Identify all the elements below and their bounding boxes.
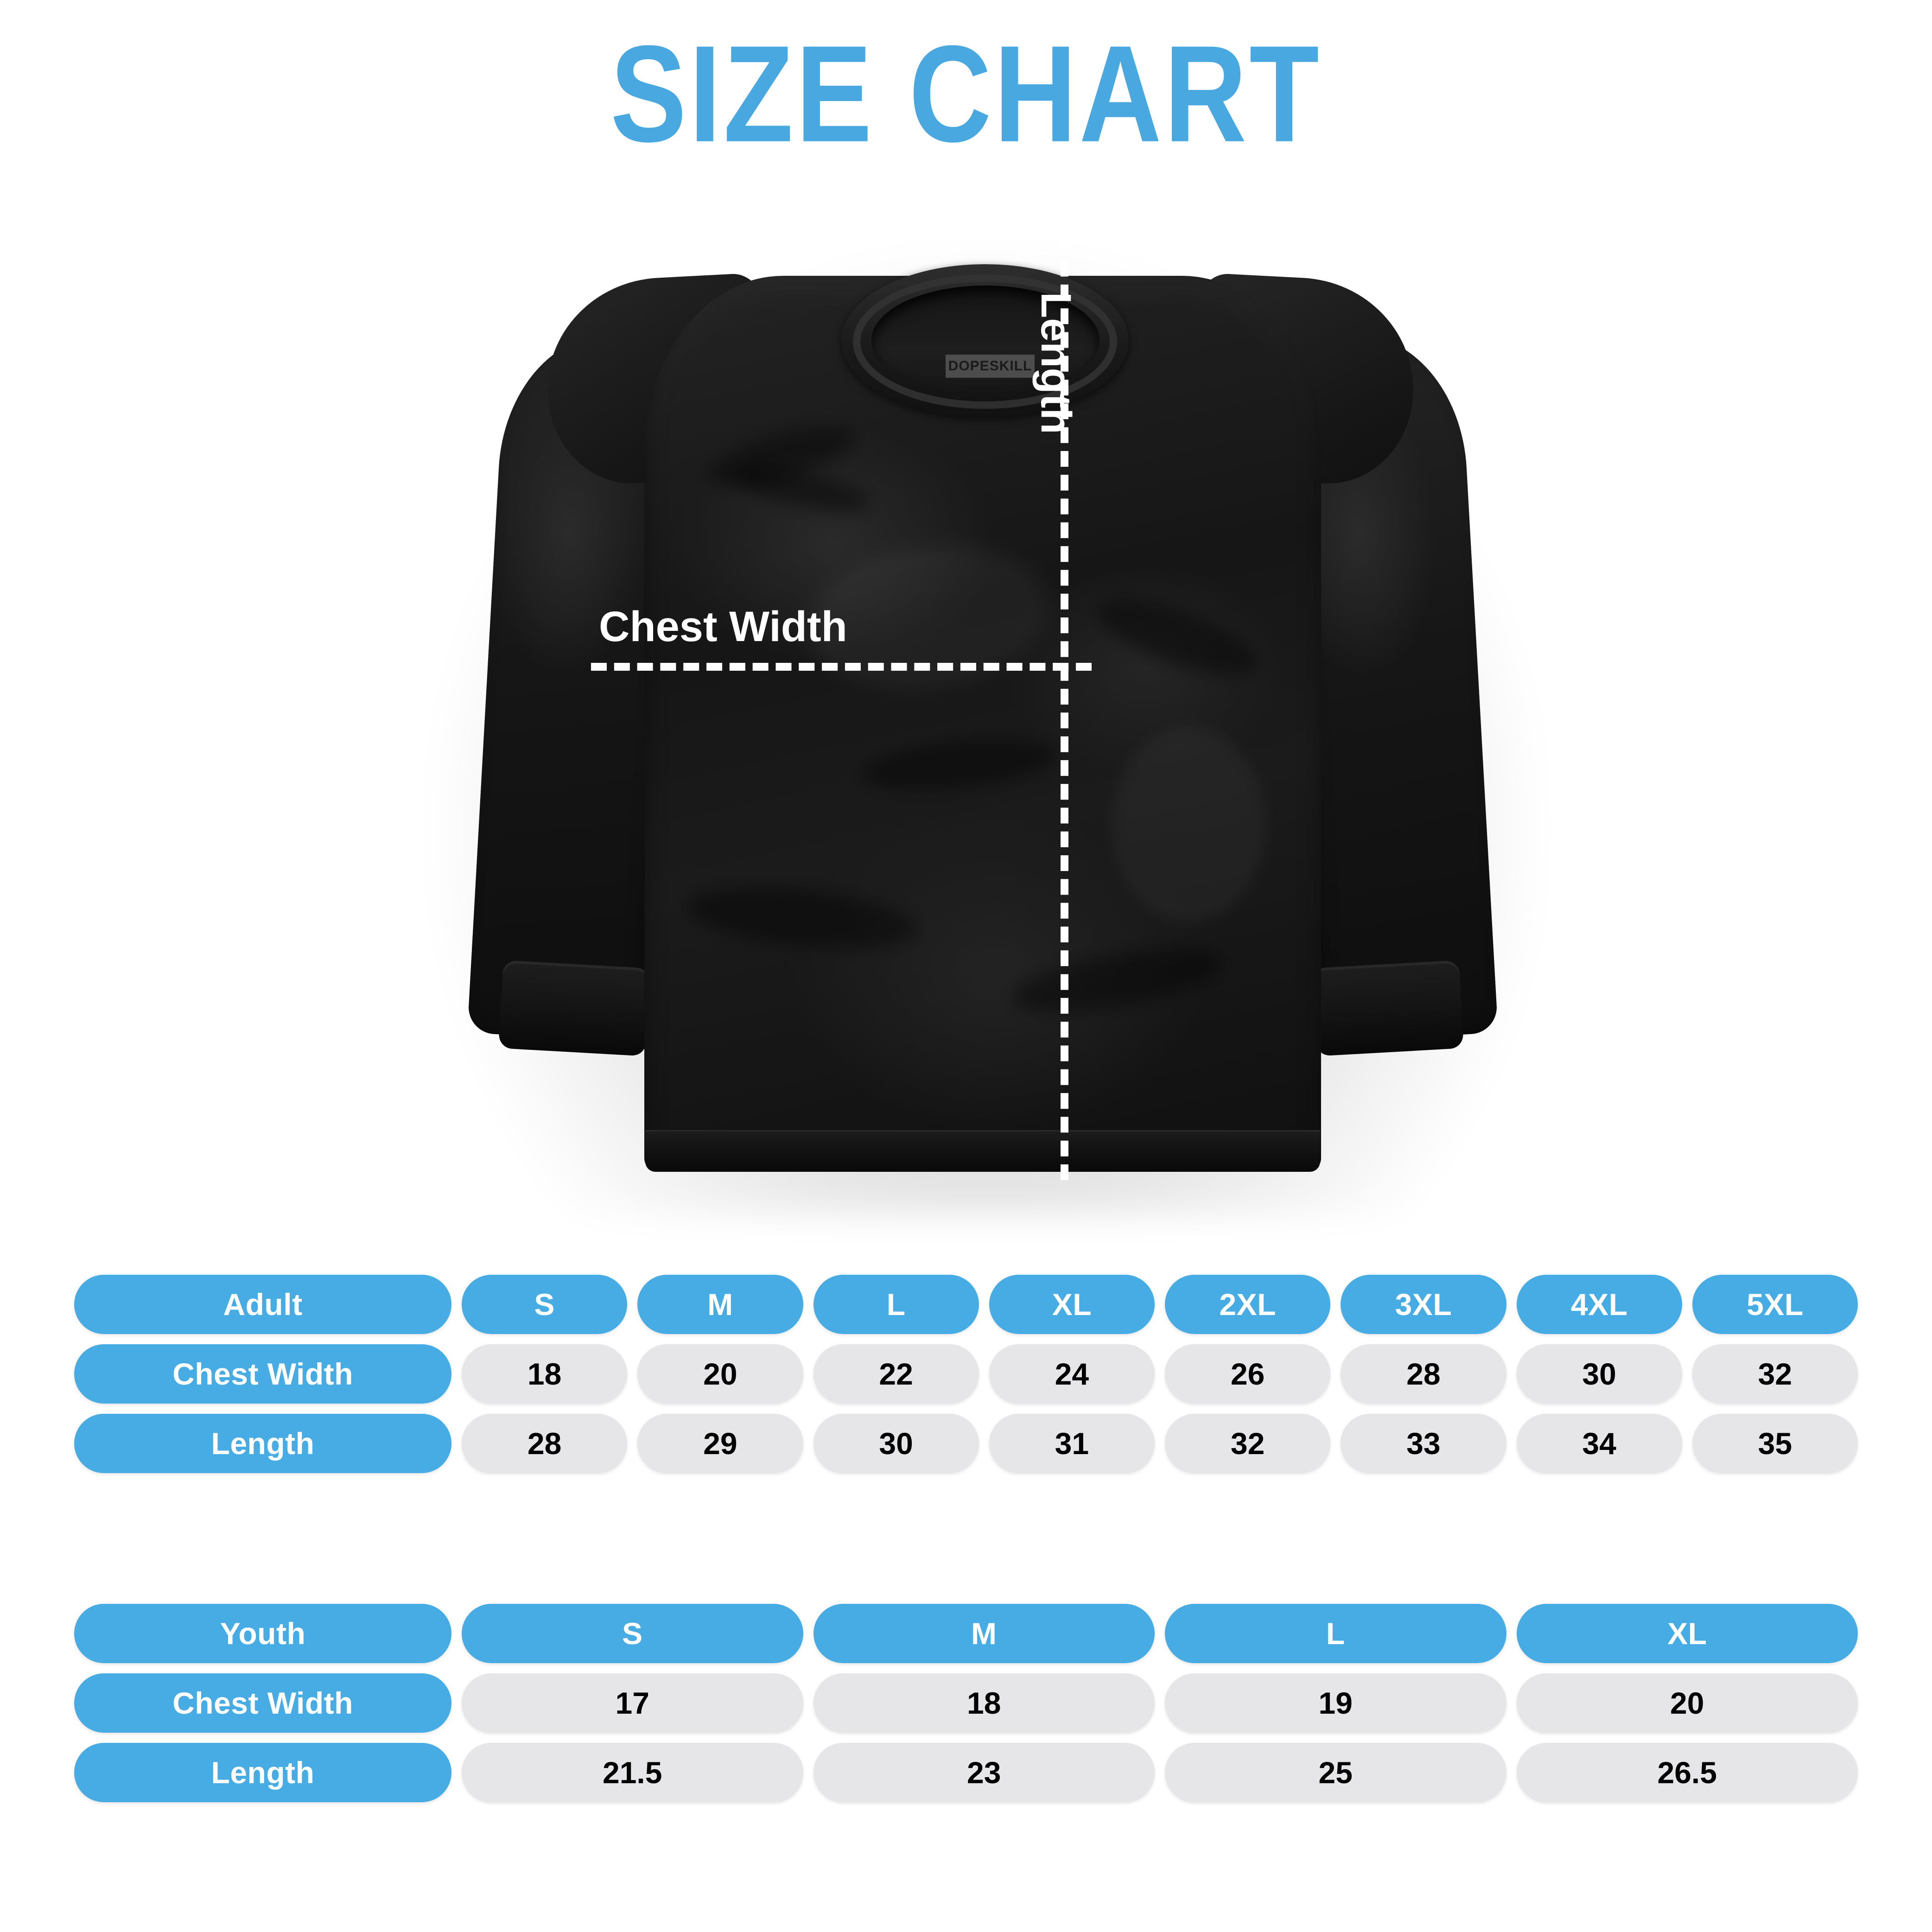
garment-illustration: DOPESKILL Chest Width Length [408, 195, 1557, 1228]
table-row: Chest Width 18 20 22 24 26 28 30 32 [74, 1344, 1858, 1404]
page-header: SIZE CHART [0, 25, 1932, 163]
size-header-2xl: 2XL [1165, 1275, 1331, 1334]
garment-hem [645, 1130, 1320, 1172]
page-title: SIZE CHART [610, 17, 1322, 171]
cell-adult-length-5xl: 35 [1692, 1414, 1858, 1473]
cell-youth-length-l: 25 [1165, 1743, 1506, 1802]
size-header-l: L [813, 1275, 979, 1334]
youth-size-table: Youth S M L XL Chest Width 17 18 19 20 L… [74, 1604, 1858, 1802]
left-cuff [498, 960, 651, 1056]
adult-header-label: Adult [74, 1275, 451, 1334]
neck-label-text: DOPESKILL [948, 358, 1032, 374]
cell-youth-chest-m: 18 [813, 1673, 1155, 1733]
chest-width-label: Chest Width [599, 603, 847, 650]
fabric-highlight [1112, 728, 1265, 922]
cell-youth-length-s: 21.5 [462, 1743, 803, 1802]
chest-width-dashed-line [591, 663, 1092, 671]
cell-youth-chest-xl: 20 [1516, 1673, 1858, 1733]
table-header-row: Youth S M L XL [74, 1604, 1858, 1663]
cell-adult-chest-m: 20 [637, 1344, 803, 1404]
cell-adult-chest-s: 18 [462, 1344, 628, 1404]
garment-body [644, 276, 1321, 1170]
adult-size-table: Adult S M L XL 2XL 3XL 4XL 5XL Chest Wid… [74, 1275, 1858, 1473]
row-label-chest-width: Chest Width [74, 1673, 451, 1733]
cell-adult-length-m: 29 [637, 1414, 803, 1473]
table-row: Chest Width 17 18 19 20 [74, 1673, 1858, 1733]
right-cuff [1311, 960, 1464, 1056]
cell-adult-length-4xl: 34 [1516, 1414, 1682, 1473]
cell-adult-length-s: 28 [462, 1414, 628, 1473]
cell-adult-length-3xl: 33 [1341, 1414, 1506, 1473]
size-header-xl: XL [989, 1275, 1155, 1334]
size-header-s: S [462, 1275, 628, 1334]
cell-adult-chest-l: 22 [813, 1344, 979, 1404]
length-dashed-line [1061, 213, 1068, 1180]
cell-adult-length-xl: 31 [989, 1414, 1155, 1473]
size-header-5xl: 5XL [1692, 1275, 1858, 1334]
cell-youth-length-m: 23 [813, 1743, 1155, 1802]
cell-youth-chest-s: 17 [462, 1673, 803, 1733]
row-label-chest-width: Chest Width [74, 1344, 451, 1404]
table-row: Length 28 29 30 31 32 33 34 35 [74, 1414, 1858, 1473]
cell-youth-length-xl: 26.5 [1516, 1743, 1858, 1802]
cell-adult-chest-2xl: 26 [1165, 1344, 1331, 1404]
row-label-length: Length [74, 1414, 451, 1473]
size-header-4xl: 4XL [1516, 1275, 1682, 1334]
youth-size-header-m: M [813, 1604, 1155, 1663]
cell-adult-chest-3xl: 28 [1341, 1344, 1506, 1404]
youth-size-header-xl: XL [1516, 1604, 1858, 1663]
size-header-m: M [637, 1275, 803, 1334]
size-header-3xl: 3XL [1341, 1275, 1506, 1334]
cell-adult-length-2xl: 32 [1165, 1414, 1331, 1473]
table-row: Length 21.5 23 25 26.5 [74, 1743, 1858, 1802]
row-label-length: Length [74, 1743, 451, 1802]
length-label: Length [1032, 292, 1080, 434]
neck-label-tag: DOPESKILL [946, 355, 1035, 378]
cell-adult-chest-4xl: 30 [1516, 1344, 1682, 1404]
table-header-row: Adult S M L XL 2XL 3XL 4XL 5XL [74, 1275, 1858, 1334]
youth-header-label: Youth [74, 1604, 451, 1663]
youth-size-header-l: L [1165, 1604, 1506, 1663]
cell-youth-chest-l: 19 [1165, 1673, 1506, 1733]
cell-adult-chest-5xl: 32 [1692, 1344, 1858, 1404]
youth-size-header-s: S [462, 1604, 803, 1663]
cell-adult-length-l: 30 [813, 1414, 979, 1473]
cell-adult-chest-xl: 24 [989, 1344, 1155, 1404]
